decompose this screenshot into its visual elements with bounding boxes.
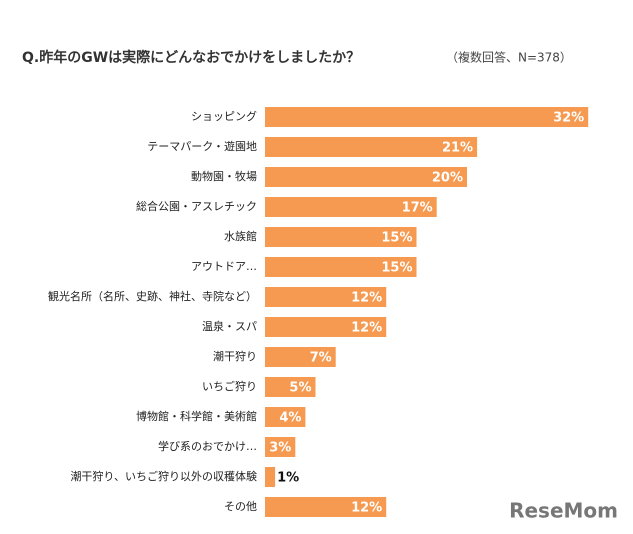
value-label: 12% (351, 321, 382, 336)
category-label: テーマパーク・遊園地 (147, 139, 257, 153)
value-label: 4% (279, 411, 301, 426)
category-label: アウトドア… (191, 260, 257, 273)
value-label: 15% (381, 231, 412, 246)
category-label: 学び系のおでかけ… (158, 439, 257, 453)
chart-title: Q.昨年のGWは実際にどんなおでかけをしましたか？ (22, 49, 360, 66)
bar (265, 377, 316, 397)
value-label: 12% (351, 501, 382, 516)
bar (265, 407, 306, 427)
value-label: 21% (442, 141, 473, 156)
bar (265, 197, 437, 217)
category-label: 潮干狩り (213, 349, 257, 363)
category-label: 温泉・スパ (202, 319, 257, 333)
value-label: 5% (289, 381, 311, 396)
watermark: ReseMom (509, 499, 618, 523)
bar (265, 437, 296, 457)
value-label: 32% (553, 111, 584, 126)
category-label: 動物園・牧場 (191, 169, 257, 183)
bar (265, 257, 417, 277)
value-label: 7% (310, 351, 332, 366)
bar (265, 107, 589, 127)
bar (265, 137, 478, 157)
bar (265, 167, 467, 187)
bar (265, 347, 336, 367)
value-label: 20% (432, 171, 463, 186)
bar (265, 497, 387, 517)
bar (265, 227, 417, 247)
category-label: 博物館・科学館・美術館 (136, 409, 257, 423)
value-label: 15% (381, 261, 412, 276)
category-label: 総合公園・アスレチック (136, 199, 257, 213)
value-label: 17% (402, 201, 433, 216)
category-label: 潮干狩り、いちご狩り以外の収穫体験 (70, 469, 257, 483)
category-label: いちご狩り (202, 379, 257, 393)
value-label: 1% (277, 471, 299, 486)
bar (265, 467, 276, 487)
category-label: ショッピング (191, 109, 257, 123)
chart-subtitle: （複数回答、N=378） (446, 50, 572, 65)
category-label: その他 (224, 500, 257, 513)
category-label: 観光名所（名所、史跡、神社、寺院など） (48, 289, 257, 303)
bar (265, 317, 387, 337)
bar (265, 287, 387, 307)
category-label: 水族館 (224, 229, 257, 243)
value-label: 3% (269, 441, 291, 456)
value-label: 12% (351, 291, 382, 306)
